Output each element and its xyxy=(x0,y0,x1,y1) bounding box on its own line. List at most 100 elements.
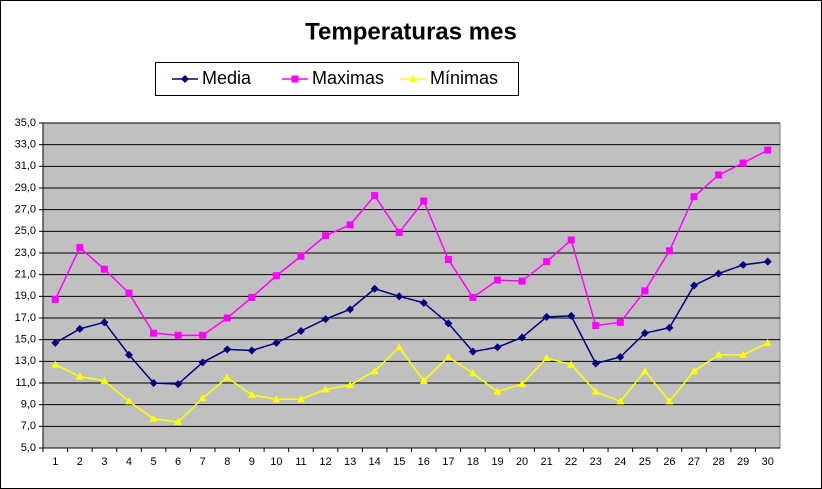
legend-label: Mínimas xyxy=(430,68,498,88)
data-point xyxy=(174,418,183,425)
data-point xyxy=(297,252,305,260)
x-tick-label: 5 xyxy=(150,456,156,468)
data-point xyxy=(51,296,59,304)
data-point xyxy=(100,376,109,384)
x-tick-label: 26 xyxy=(663,456,675,468)
y-tick-label: 15,0 xyxy=(15,334,36,346)
data-point xyxy=(198,358,207,367)
data-point xyxy=(346,381,355,389)
y-tick-label: 11,0 xyxy=(15,377,36,389)
data-point xyxy=(370,367,379,375)
data-point xyxy=(346,221,354,229)
data-point xyxy=(124,397,133,405)
data-point xyxy=(444,319,453,328)
data-point xyxy=(690,281,699,290)
data-point xyxy=(100,318,109,327)
x-tick-label: 13 xyxy=(344,456,356,468)
data-point xyxy=(247,346,256,355)
legend-label: Media xyxy=(202,68,252,88)
data-point xyxy=(616,397,625,405)
y-tick-label: 19,0 xyxy=(15,290,36,302)
x-tick-label: 6 xyxy=(175,456,181,468)
x-tick-label: 16 xyxy=(418,456,430,468)
data-point xyxy=(223,314,231,322)
x-tick-label: 30 xyxy=(762,456,774,468)
data-point xyxy=(714,350,723,358)
x-tick-label: 4 xyxy=(126,456,132,468)
series-line xyxy=(54,149,769,337)
x-tick-label: 10 xyxy=(270,456,282,468)
data-point xyxy=(665,397,674,405)
x-tick-label: 8 xyxy=(224,456,230,468)
data-point xyxy=(444,353,453,360)
y-tick-label: 33,0 xyxy=(15,139,36,151)
x-tick-label: 17 xyxy=(442,456,454,468)
x-tick-label: 2 xyxy=(77,456,83,468)
data-point xyxy=(468,369,477,377)
x-tick-label: 29 xyxy=(737,456,749,468)
data-point xyxy=(321,315,330,324)
data-point xyxy=(223,373,232,381)
data-point xyxy=(690,193,698,201)
data-point xyxy=(591,387,600,395)
data-point xyxy=(296,327,305,335)
x-tick-label: 3 xyxy=(101,456,107,468)
data-point xyxy=(640,329,649,338)
legend-marker xyxy=(409,75,417,82)
data-point xyxy=(149,414,158,422)
y-tick-label: 29,0 xyxy=(15,182,36,194)
x-tick-label: 22 xyxy=(565,456,577,468)
data-point xyxy=(641,287,649,295)
data-point xyxy=(395,292,404,301)
data-point xyxy=(714,269,723,278)
data-point xyxy=(543,258,551,266)
x-tick-label: 20 xyxy=(516,456,528,468)
data-point xyxy=(199,331,207,339)
data-point xyxy=(296,395,305,403)
data-point xyxy=(518,380,527,388)
y-tick-label: 25,0 xyxy=(15,225,36,237)
data-point xyxy=(321,385,330,393)
data-point xyxy=(567,360,576,368)
x-tick-label: 28 xyxy=(712,456,724,468)
data-point xyxy=(272,272,280,280)
data-point xyxy=(395,343,404,351)
data-point xyxy=(346,305,355,314)
data-point xyxy=(518,277,526,285)
data-point xyxy=(248,293,256,301)
data-point xyxy=(640,367,649,375)
data-point xyxy=(739,350,748,358)
data-point xyxy=(100,265,108,273)
data-point xyxy=(174,380,183,389)
data-point xyxy=(124,350,133,359)
x-tick-label: 7 xyxy=(200,456,206,468)
x-tick-label: 23 xyxy=(590,456,602,468)
data-point xyxy=(567,311,576,320)
data-point xyxy=(690,367,699,375)
data-point xyxy=(763,338,772,346)
series-line xyxy=(54,260,768,385)
data-point xyxy=(493,276,501,284)
legend xyxy=(155,62,519,96)
data-point xyxy=(518,333,527,342)
data-point xyxy=(272,338,281,347)
legend-label: Maximas xyxy=(312,68,384,88)
data-point xyxy=(493,343,502,352)
data-point xyxy=(567,236,575,244)
x-tick-label: 25 xyxy=(639,456,651,468)
series-line xyxy=(54,342,769,423)
data-point xyxy=(469,293,477,301)
y-tick-label: 31,0 xyxy=(15,160,36,172)
data-point xyxy=(419,298,428,307)
data-point xyxy=(739,260,748,269)
data-point xyxy=(150,329,158,337)
data-point xyxy=(493,387,502,395)
data-point xyxy=(125,289,133,297)
data-point xyxy=(370,284,379,293)
legend-marker xyxy=(291,75,299,83)
y-tick-label: 27,0 xyxy=(15,204,36,216)
data-point xyxy=(542,354,551,362)
chart-title: Temperaturas mes xyxy=(305,18,517,45)
x-tick-label: 21 xyxy=(540,456,552,468)
x-tick-label: 11 xyxy=(295,456,306,468)
